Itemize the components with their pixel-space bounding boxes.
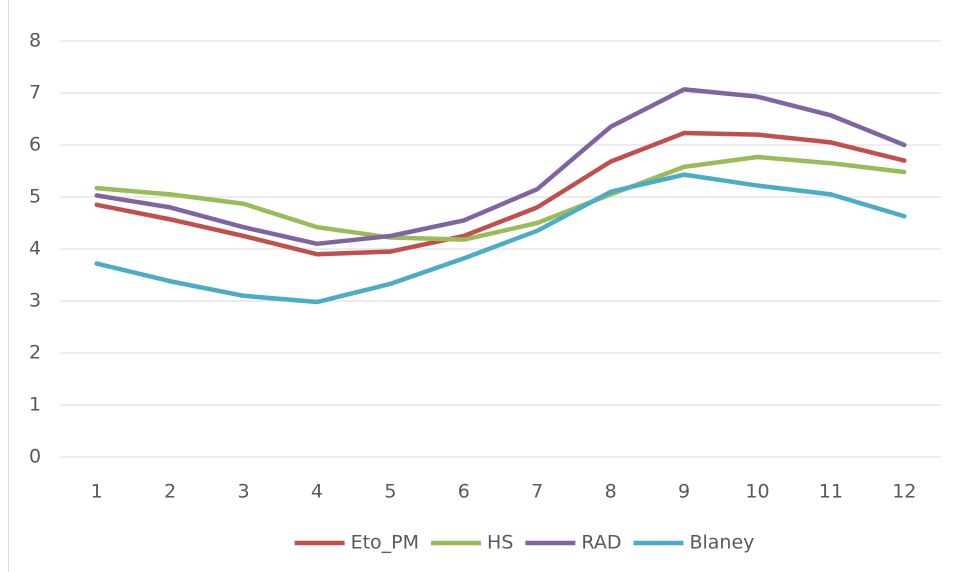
y-tick-label: 5 — [29, 186, 41, 208]
legend-label: RAD — [581, 532, 621, 554]
series-line — [94, 130, 907, 257]
x-tick-label: 2 — [164, 481, 176, 503]
x-tick-label: 12 — [892, 481, 916, 503]
legend-label: Blaney — [689, 532, 754, 554]
x-tick-label: 4 — [311, 481, 323, 503]
y-tick-label: 2 — [29, 342, 41, 364]
x-tick-label: 10 — [745, 481, 769, 503]
series-line — [94, 154, 907, 242]
x-tick-label: 7 — [531, 481, 543, 503]
y-tick-label: 8 — [29, 30, 41, 52]
series-line — [94, 172, 907, 305]
y-tick-label: 3 — [29, 290, 41, 312]
legend-label: HS — [487, 532, 513, 554]
legend-label: Eto_PM — [351, 532, 419, 554]
y-tick-label: 1 — [29, 394, 41, 416]
x-tick-label: 6 — [458, 481, 470, 503]
x-tick-label: 8 — [605, 481, 617, 503]
x-tick-label: 3 — [237, 481, 249, 503]
y-tick-label: 6 — [29, 134, 41, 156]
y-tick-label: 4 — [29, 238, 41, 260]
series-line — [94, 87, 907, 247]
y-tick-label: 0 — [29, 446, 41, 468]
x-tick-label: 9 — [678, 481, 690, 503]
x-tick-label: 11 — [819, 481, 843, 503]
x-tick-label: 5 — [384, 481, 396, 503]
y-tick-label: 7 — [29, 82, 41, 104]
x-tick-label: 1 — [91, 481, 103, 503]
